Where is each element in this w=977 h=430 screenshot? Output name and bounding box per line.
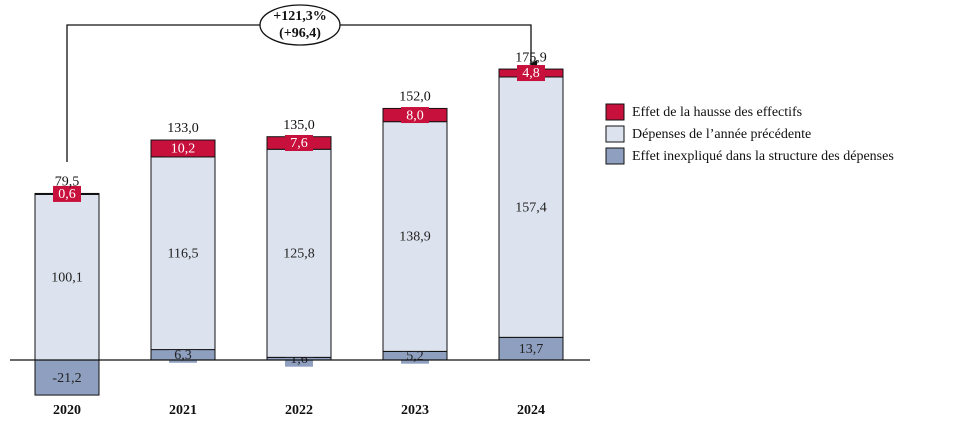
legend-label: Effet inexpliqué dans la structure des d… bbox=[632, 149, 894, 164]
label-box bbox=[53, 185, 81, 202]
label-box bbox=[401, 107, 429, 124]
value-label: 157,4 bbox=[515, 200, 547, 215]
value-label: 100,1 bbox=[51, 270, 83, 285]
value-label: 116,5 bbox=[168, 246, 199, 261]
x-tick-label: 2022 bbox=[285, 403, 313, 418]
x-tick-label: 2024 bbox=[517, 403, 545, 418]
value-label: 4,8 bbox=[522, 66, 540, 81]
x-tick-label: 2020 bbox=[53, 403, 81, 418]
x-tick-label: 2023 bbox=[401, 403, 429, 418]
total-label: 175,9 bbox=[515, 50, 547, 65]
value-label: 10,2 bbox=[171, 142, 196, 157]
annotation: +121,3% bbox=[273, 9, 326, 24]
total-label: 135,0 bbox=[283, 118, 315, 133]
total-label: 152,0 bbox=[399, 90, 431, 105]
total-label: 133,0 bbox=[167, 121, 199, 136]
bar-segment bbox=[382, 121, 448, 352]
label-box bbox=[165, 140, 201, 157]
x-tick-label: 2021 bbox=[169, 403, 197, 418]
value-label: 13,7 bbox=[519, 342, 544, 357]
bar-segment bbox=[266, 148, 332, 358]
value-label: 7,6 bbox=[290, 136, 308, 151]
value-label: -21,2 bbox=[52, 371, 81, 386]
value-label: 0,6 bbox=[58, 187, 76, 202]
value-label: 138,9 bbox=[399, 230, 431, 245]
legend-swatch bbox=[605, 147, 625, 165]
legend-label: Dépenses de l’année précédente bbox=[632, 127, 811, 142]
annotation-bubble bbox=[259, 4, 341, 46]
label-box bbox=[285, 134, 313, 151]
bar-segment bbox=[150, 156, 216, 351]
annotation: (+96,4) bbox=[279, 26, 321, 41]
label-box bbox=[513, 340, 549, 357]
label-box bbox=[517, 65, 545, 82]
legend-swatch bbox=[605, 125, 625, 143]
value-label: 125,8 bbox=[283, 247, 315, 262]
value-label: 6,3 bbox=[174, 348, 192, 363]
total-label: 79,5 bbox=[55, 175, 80, 190]
legend-swatch bbox=[605, 103, 625, 121]
legend-label: Effet de la hausse des effectifs bbox=[632, 105, 802, 120]
label-box bbox=[169, 346, 197, 363]
label-box bbox=[49, 369, 85, 386]
value-label: 8,0 bbox=[406, 108, 424, 123]
